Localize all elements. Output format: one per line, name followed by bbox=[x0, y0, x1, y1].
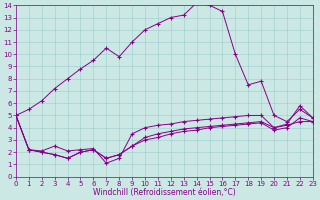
X-axis label: Windchill (Refroidissement éolien,°C): Windchill (Refroidissement éolien,°C) bbox=[93, 188, 236, 197]
